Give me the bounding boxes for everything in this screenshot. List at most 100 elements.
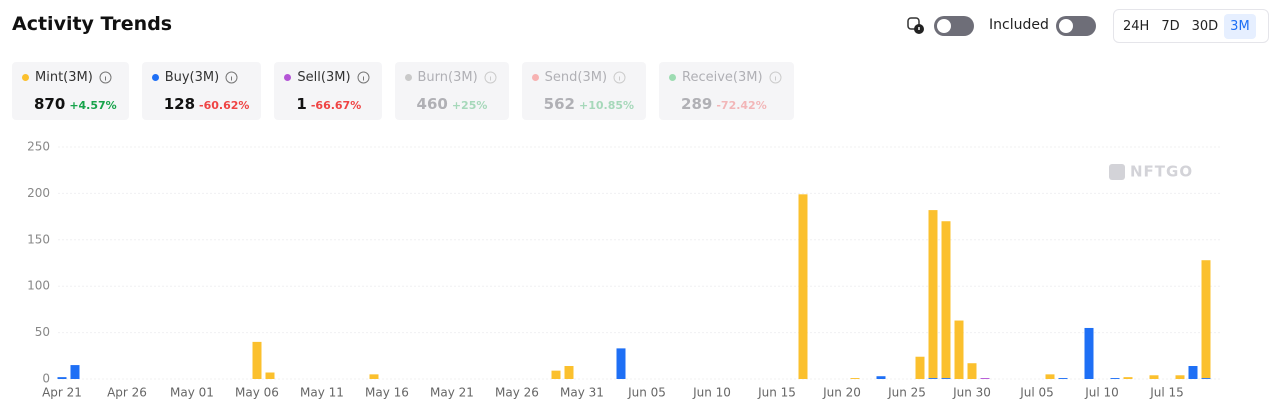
x-tick-label: May 26 [495, 386, 539, 400]
stat-change: -72.42% [716, 99, 767, 112]
stat-total: 870 [34, 95, 66, 113]
x-tick-label: Jun 05 [627, 386, 666, 400]
bar-segment [1201, 378, 1211, 379]
toggle-switch[interactable] [934, 16, 974, 36]
page-title: Activity Trends [12, 13, 173, 35]
info-circle [613, 71, 626, 84]
stat-header: Buy(3M) [151, 70, 250, 85]
stat-change: -66.67% [310, 99, 362, 112]
stat-row: 562 +10.85% [532, 94, 634, 113]
stat-card[interactable]: Send(3M) 562 +10.85% [521, 62, 647, 120]
toggle-switch[interactable] [1056, 16, 1096, 36]
bar-segment [798, 194, 808, 379]
chart: 0 50 100 150 200 250 NFTGO Apr 21 Apr 26 May 01 Ma… [27, 140, 1220, 400]
bar-segment [967, 363, 977, 379]
stat-change: +10.85% [578, 99, 635, 112]
bar-segment [876, 376, 886, 379]
y-tick-label: 100 [27, 279, 50, 293]
range-button[interactable]: 30D [1191, 18, 1219, 34]
bar-segment [369, 374, 379, 379]
x-tick-label: May 06 [235, 386, 279, 400]
bar-segment [941, 378, 951, 379]
stat-name: Receive(3M) [682, 70, 763, 85]
x-tick-label: Jun 25 [887, 386, 926, 400]
bar-segment [616, 348, 626, 379]
bar-segment [915, 356, 925, 379]
bar-segment [928, 210, 938, 379]
legend-dot [151, 74, 159, 81]
x-tick-label: Jul 15 [1149, 386, 1184, 400]
x-tick-label: Apr 21 [42, 386, 82, 400]
stat-header: Receive(3M) [669, 70, 782, 85]
stat-name: Buy(3M) [164, 70, 220, 85]
y-tick-label: 250 [27, 140, 50, 154]
bar-segment [980, 378, 990, 379]
stat-row: 1 -66.67% [284, 94, 369, 113]
x-tick-label: Jul 05 [1019, 386, 1054, 400]
bar-segment [1045, 374, 1055, 379]
info-icon [613, 71, 626, 84]
stat-total: 128 [163, 95, 196, 113]
legend-dot [284, 74, 292, 81]
stat-card[interactable]: Burn(3M) 460 +25% [394, 62, 509, 120]
bar-segment [928, 378, 938, 379]
stat-card[interactable]: Receive(3M) 289 -72.42% [659, 62, 794, 120]
range-button[interactable]: 3M [1224, 13, 1256, 39]
x-tick-label: Apr 26 [107, 386, 147, 400]
stat-header: Burn(3M) [404, 70, 497, 85]
stat-header: Sell(3M) [284, 70, 370, 85]
stat-row: 870 +4.57% [22, 94, 117, 113]
stat-change: +25% [451, 99, 488, 112]
stat-name: Send(3M) [544, 70, 608, 85]
stat-name: Burn(3M) [417, 70, 478, 85]
bar-segment [954, 320, 964, 379]
x-tick-label: May 01 [170, 386, 214, 400]
stat-row: 460 +25% [405, 94, 497, 113]
bar-segment [564, 366, 574, 379]
legend-dot [531, 74, 539, 81]
range-selector: 24H 7D 30D 3M [1113, 9, 1269, 43]
x-tick-label: May 21 [430, 386, 474, 400]
bar-segment [1110, 378, 1120, 379]
stat-card[interactable]: Buy(3M) 128 -60.62% [141, 62, 262, 120]
bar-segment [941, 221, 951, 379]
bar-segment [850, 378, 860, 379]
range-button[interactable]: 7D [1161, 18, 1180, 34]
x-tick-label: Jun 15 [757, 386, 796, 400]
y-tick-label: 50 [35, 325, 50, 339]
y-tick-label: 0 [42, 372, 50, 386]
x-tick-label: Jun 10 [692, 386, 731, 400]
stat-card[interactable]: Sell(3M) 1 -66.67% [274, 62, 382, 120]
legend-dot [404, 74, 412, 81]
stat-row: 289 -72.42% [669, 94, 782, 113]
watermark-logo [1109, 164, 1125, 180]
stat-header: Mint(3M) [22, 70, 117, 85]
stat-total: 562 [543, 95, 575, 113]
y-tick-label: 150 [27, 232, 50, 246]
x-tick-label: Jul 10 [1084, 386, 1119, 400]
bar-segment [1188, 366, 1198, 379]
bar-segment [1084, 327, 1094, 379]
stat-total: 1 [296, 95, 307, 113]
bar-segment [57, 377, 67, 379]
bar-segment [1201, 260, 1211, 379]
bar-segment [1149, 375, 1159, 379]
info-circle [357, 71, 370, 84]
x-tick-label: May 16 [365, 386, 409, 400]
legend-dot [669, 74, 677, 81]
info-circle [225, 71, 238, 84]
watermark: NFTGO [1130, 163, 1193, 181]
x-tick-label: Jun 30 [952, 386, 991, 400]
range-button[interactable]: 24H [1123, 18, 1150, 34]
info-circle [99, 71, 112, 84]
bar-segment [1175, 375, 1185, 379]
stat-card[interactable]: Mint(3M) 870 +4.57% [12, 62, 129, 120]
bar-segment [1123, 377, 1133, 379]
y-tick-label: 200 [27, 186, 50, 200]
stat-change: +4.57% [69, 99, 117, 112]
filter-icon[interactable] [906, 16, 926, 36]
info-circle [769, 71, 782, 84]
bar-segment [551, 370, 561, 379]
toggle-label: Included [989, 17, 1049, 33]
bar-segment [265, 372, 275, 379]
